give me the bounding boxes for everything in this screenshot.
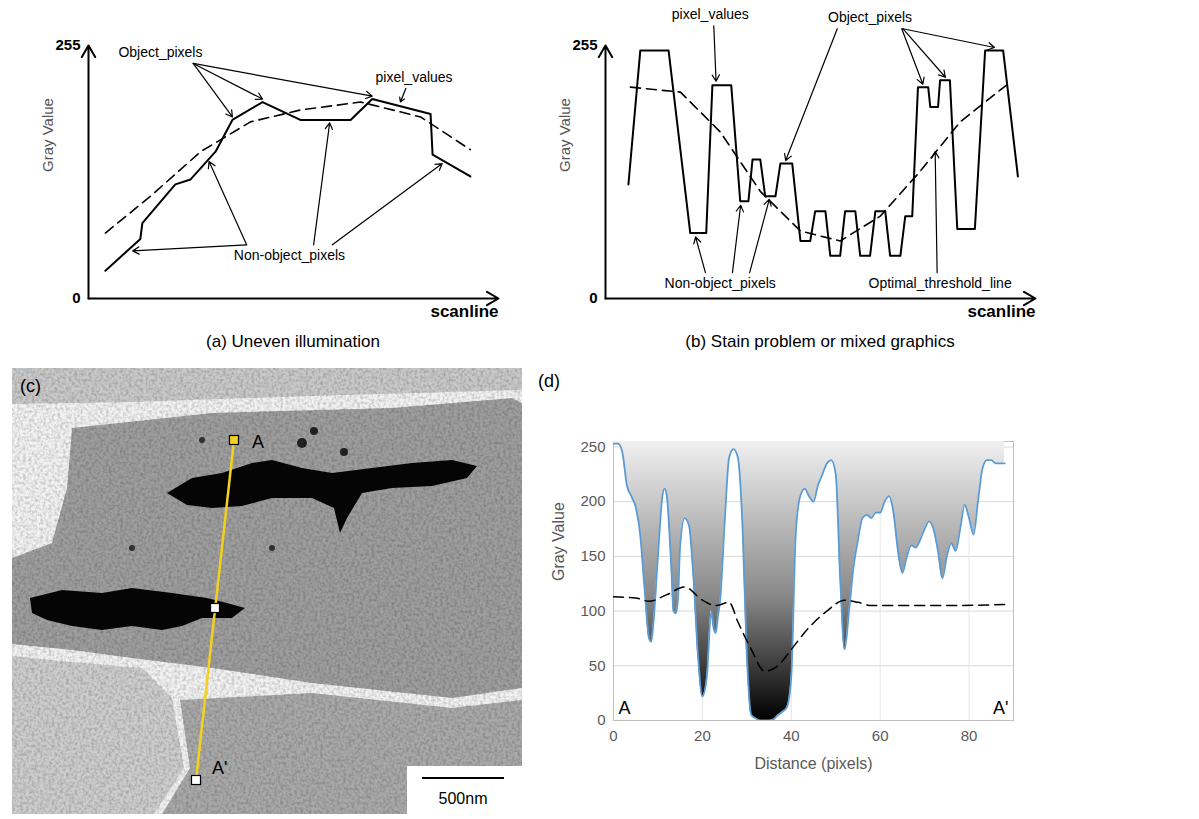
svg-text:500nm: 500nm xyxy=(439,790,488,807)
svg-text:Gray Value: Gray Value xyxy=(556,98,573,172)
svg-text:(c): (c) xyxy=(20,376,41,396)
svg-text:200: 200 xyxy=(580,492,605,509)
svg-text:100: 100 xyxy=(580,602,605,619)
html-text:(a) Uneven illumination: (a) Uneven illumination xyxy=(206,332,380,351)
svg-text:Gray Value: Gray Value xyxy=(39,98,56,172)
svg-text:Optimal_threshold_line: Optimal_threshold_line xyxy=(868,275,1011,291)
svg-text:0: 0 xyxy=(609,727,617,744)
svg-text:20: 20 xyxy=(694,727,711,744)
svg-text:60: 60 xyxy=(872,727,889,744)
svg-text:scanline: scanline xyxy=(430,302,498,321)
svg-text:Non-object_pixels: Non-object_pixels xyxy=(234,247,345,263)
svg-text:pixel_values: pixel_values xyxy=(672,6,749,22)
svg-text:0: 0 xyxy=(597,711,605,728)
svg-text:pixel_values: pixel_values xyxy=(376,69,453,85)
svg-text:50: 50 xyxy=(589,657,606,674)
svg-text:0: 0 xyxy=(72,289,80,306)
svg-text:A': A' xyxy=(212,758,227,778)
svg-text:A: A xyxy=(252,432,264,452)
svg-text:255: 255 xyxy=(572,36,597,53)
svg-text:Distance (pixels): Distance (pixels) xyxy=(754,755,872,772)
svg-text:scanline: scanline xyxy=(967,302,1035,321)
svg-text:Object_pixels: Object_pixels xyxy=(118,44,202,60)
svg-text:Non-object_pixels: Non-object_pixels xyxy=(665,275,776,291)
svg-text:Object_pixels: Object_pixels xyxy=(828,9,912,25)
svg-text:A': A' xyxy=(993,698,1008,718)
svg-text:255: 255 xyxy=(55,36,80,53)
svg-text:250: 250 xyxy=(580,438,605,455)
svg-text:80: 80 xyxy=(961,727,978,744)
svg-text:Gray Value: Gray Value xyxy=(550,502,567,581)
html-text:(b) Stain problem or mixed gra: (b) Stain problem or mixed graphics xyxy=(685,332,955,351)
html-text:(d): (d) xyxy=(538,371,560,391)
svg-text:0: 0 xyxy=(589,289,597,306)
svg-text:40: 40 xyxy=(783,727,800,744)
svg-text:150: 150 xyxy=(580,547,605,564)
svg-text:A: A xyxy=(619,698,631,718)
